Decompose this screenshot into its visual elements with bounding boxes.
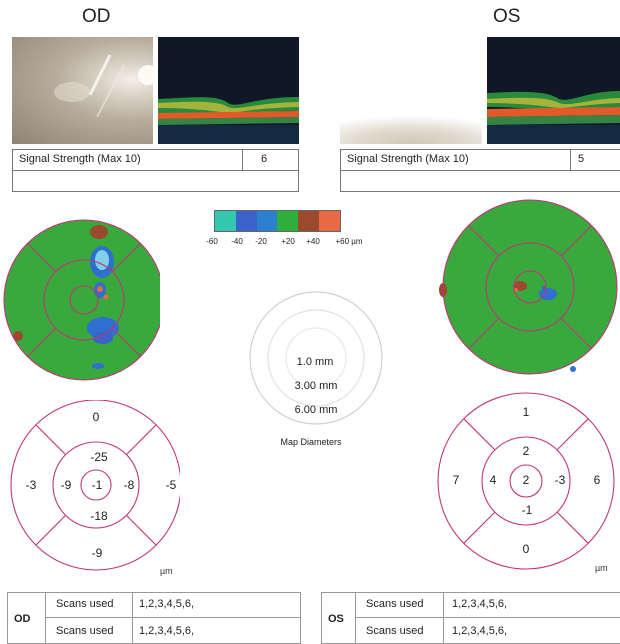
od-inner-left: -9 bbox=[60, 478, 72, 492]
os-inner-bottom: -1 bbox=[521, 503, 533, 517]
os-signal-value: 5 bbox=[578, 153, 585, 165]
od-oct-layers bbox=[158, 37, 299, 144]
od-center: -1 bbox=[91, 478, 103, 492]
od-deviation-map bbox=[3, 219, 160, 381]
od-inner-bottom: -18 bbox=[90, 509, 108, 523]
thickness-color-scale bbox=[214, 210, 341, 232]
os-inner-top: 2 bbox=[522, 444, 530, 458]
os-oct-scan bbox=[487, 37, 620, 144]
os-scans-row1-label: Scans used bbox=[366, 598, 424, 610]
map-diameters-caption: Map Diameters bbox=[280, 437, 342, 447]
os-inner-right: -3 bbox=[554, 473, 566, 487]
os-inner-left: 4 bbox=[489, 473, 497, 487]
os-scans-row1-value: 1,2,3,4,5,6, bbox=[452, 598, 508, 610]
od-oct-scan bbox=[158, 37, 299, 144]
map-diameter-1mm: 1.0 mm bbox=[296, 356, 334, 368]
od-signal-table: Signal Strength (Max 10) 6 bbox=[12, 149, 299, 192]
od-scans-eye: OD bbox=[14, 613, 31, 625]
scale-label-1: -40 bbox=[231, 237, 243, 246]
scale-swatch-3 bbox=[277, 211, 299, 231]
os-title: OS bbox=[493, 6, 521, 27]
os-scans-row2-label: Scans used bbox=[366, 625, 424, 637]
os-scans-row2-value: 1,2,3,4,5,6, bbox=[452, 625, 508, 637]
os-fundus-photo bbox=[340, 37, 482, 144]
os-outer-right: 6 bbox=[593, 473, 601, 487]
os-outer-bottom: 0 bbox=[522, 542, 530, 556]
scale-swatch-1 bbox=[235, 211, 257, 231]
scale-swatch-5 bbox=[319, 211, 340, 231]
od-outer-left: -3 bbox=[25, 478, 37, 492]
od-inner-right: -8 bbox=[123, 478, 135, 492]
od-scans-row1-value: 1,2,3,4,5,6, bbox=[139, 598, 195, 610]
os-sector-grid bbox=[437, 392, 615, 570]
scale-swatch-4 bbox=[298, 211, 320, 231]
od-unit: µm bbox=[160, 566, 173, 576]
od-sector-grid bbox=[10, 400, 180, 571]
od-signal-label: Signal Strength (Max 10) bbox=[19, 153, 141, 165]
scale-label-0: -60 bbox=[206, 237, 218, 246]
os-signal-table: Signal Strength (Max 10) 5 bbox=[340, 149, 620, 192]
scale-label-4: +40 bbox=[306, 237, 320, 246]
os-oct-layers bbox=[487, 37, 620, 144]
scale-swatches bbox=[214, 210, 341, 232]
map-diameter-6mm: 6.00 mm bbox=[294, 404, 338, 416]
od-scans-row2-label: Scans used bbox=[56, 625, 114, 637]
od-outer-top: 0 bbox=[92, 410, 100, 424]
os-center: 2 bbox=[522, 473, 530, 487]
od-scans-row1-label: Scans used bbox=[56, 598, 114, 610]
od-scans-row2-value: 1,2,3,4,5,6, bbox=[139, 625, 195, 637]
os-fundus-glare bbox=[340, 108, 482, 144]
map-diameter-3mm: 3.00 mm bbox=[294, 380, 338, 392]
os-signal-label: Signal Strength (Max 10) bbox=[347, 153, 469, 165]
os-unit: µm bbox=[595, 563, 608, 573]
os-scans-table: OS Scans used 1,2,3,4,5,6, Scans used 1,… bbox=[321, 592, 620, 644]
od-inner-top: -25 bbox=[90, 450, 108, 464]
os-outer-left: 7 bbox=[452, 473, 460, 487]
scale-label-2: -20 bbox=[255, 237, 267, 246]
od-fundus-photo bbox=[12, 37, 153, 144]
od-signal-value: 6 bbox=[261, 153, 268, 165]
map-diameters-rings bbox=[249, 291, 383, 425]
os-outer-top: 1 bbox=[522, 405, 530, 419]
scale-label-5: +60 µm bbox=[335, 237, 363, 246]
od-scans-table: OD Scans used 1,2,3,4,5,6, Scans used 1,… bbox=[7, 592, 301, 644]
os-deviation-map bbox=[439, 199, 618, 375]
scale-swatch-2 bbox=[256, 211, 278, 231]
os-scans-eye: OS bbox=[328, 613, 344, 625]
od-outer-right: -5 bbox=[165, 478, 177, 492]
od-fundus-glare bbox=[54, 54, 153, 118]
od-outer-bottom: -9 bbox=[91, 546, 103, 560]
od-title: OD bbox=[82, 6, 111, 27]
scale-swatch-0 bbox=[215, 211, 236, 231]
scale-label-3: +20 bbox=[281, 237, 295, 246]
